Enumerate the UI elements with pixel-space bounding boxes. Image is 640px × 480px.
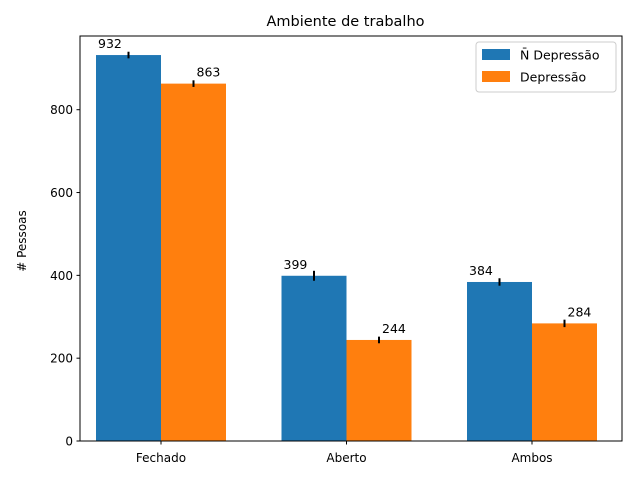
bar: [96, 55, 161, 442]
y-tick-label: 0: [65, 435, 73, 449]
legend-frame: [475, 41, 617, 93]
legend-label-series-1: N̄ Depressão: [520, 48, 599, 63]
legend-swatch-series-2: [482, 71, 510, 82]
y-tick-label: 800: [50, 103, 73, 117]
y-tick-label: 200: [50, 352, 73, 366]
bar: [281, 275, 347, 441]
legend: N̄ Depressão Depressão: [475, 41, 617, 93]
chart-title: Ambiente de trabalho: [266, 14, 424, 30]
axes-frame: [79, 35, 623, 442]
data-label: 863: [197, 65, 221, 80]
data-label: 384: [469, 263, 493, 278]
data-label: 244: [382, 321, 406, 336]
x-tick-label: Aberto: [326, 451, 366, 465]
y-axis-label: # Pessoas: [15, 210, 29, 272]
x-tick-label: Ambos: [511, 451, 552, 465]
y-tick-label: 400: [50, 269, 73, 283]
bar: [467, 281, 532, 441]
bar: [161, 83, 226, 442]
legend-swatch-series-1: [482, 49, 510, 60]
y-tick-label: 600: [50, 186, 73, 200]
data-label: 932: [98, 36, 122, 51]
bar: [346, 339, 412, 441]
plot-area: 0 200 400 600 800 Fechado 932 863 Aberto 399 244 Am…: [50, 36, 597, 465]
bar: [532, 323, 597, 441]
data-label: 399: [284, 257, 308, 272]
data-label: 284: [568, 304, 592, 319]
legend-label-series-2: Depressão: [520, 70, 586, 85]
x-tick-label: Fechado: [136, 451, 186, 465]
